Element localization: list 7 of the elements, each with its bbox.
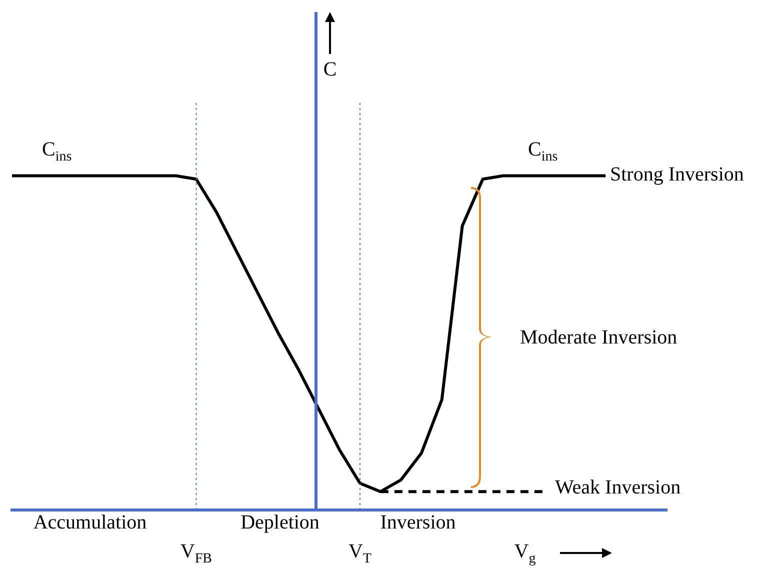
text: Accumulation: [33, 511, 147, 534]
text: Inversion: [380, 511, 456, 534]
annotation: Moderate Inversion: [520, 326, 678, 348]
annotation: Strong Inversion: [610, 163, 744, 186]
text: Depletion: [240, 511, 320, 534]
y-axis-title: C: [323, 58, 337, 80]
annotation: Weak Inversion: [555, 476, 681, 498]
